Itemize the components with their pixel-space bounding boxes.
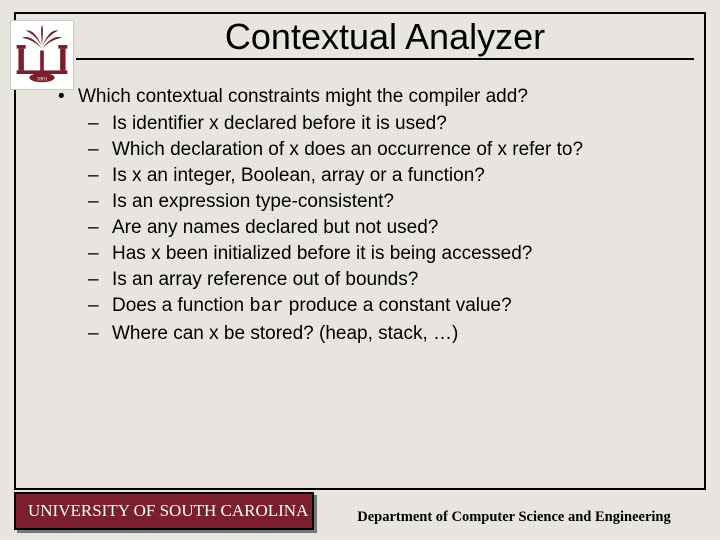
bullet-sub: Has x been initialized before it is bein… (88, 241, 684, 266)
slide-content: Which contextual constraints might the c… (16, 60, 704, 346)
bullet-sub: Is x an integer, Boolean, array or a fun… (88, 163, 684, 188)
bullet-sub: Which declaration of x does an occurrenc… (88, 137, 684, 162)
bullet-main: Which contextual constraints might the c… (58, 84, 684, 109)
footer-department: Department of Computer Science and Engin… (314, 492, 706, 530)
slide-title: Contextual Analyzer (76, 18, 694, 60)
svg-text:1801: 1801 (37, 76, 48, 82)
content-frame: 1801 Contextual Analyzer Which contextua… (14, 12, 706, 490)
footer-university: UNIVERSITY OF SOUTH CAROLINA (14, 492, 314, 530)
bullet-sub: Is an expression type-consistent? (88, 189, 684, 214)
footer: UNIVERSITY OF SOUTH CAROLINA Department … (14, 492, 706, 530)
bullet-sub: Where can x be stored? (heap, stack, …) (88, 321, 684, 346)
bullet-sub: Are any names declared but not used? (88, 215, 684, 240)
university-logo: 1801 (10, 20, 74, 90)
bullet-sub: Does a function bar produce a constant v… (88, 293, 684, 319)
slide: 1801 Contextual Analyzer Which contextua… (0, 0, 720, 540)
bullet-sub: Is identifier x declared before it is us… (88, 111, 684, 136)
bullet-sub: Is an array reference out of bounds? (88, 267, 684, 292)
